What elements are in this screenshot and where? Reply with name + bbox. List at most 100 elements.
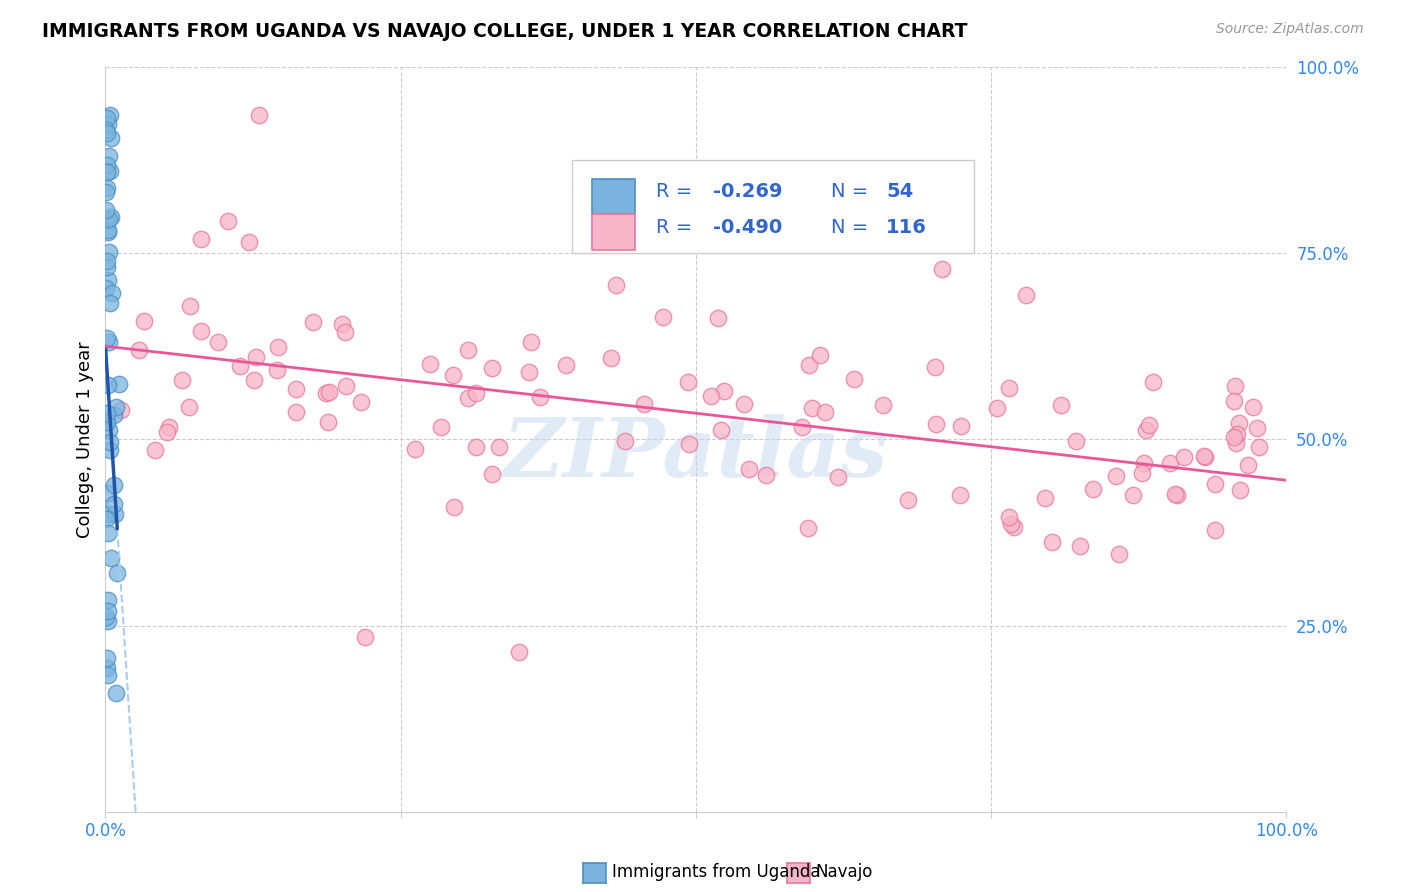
Point [443, 500, 465, 515]
Point [284, 405, 307, 419]
Point [96, 253, 118, 268]
Text: Source: ZipAtlas.com: Source: ZipAtlas.com [1216, 22, 1364, 37]
Point [1229, 483, 1251, 497]
Point [508, 644, 530, 658]
Point [94, 123, 117, 137]
Point [98, 295, 121, 310]
Point [897, 493, 920, 508]
Point [96, 260, 118, 275]
Point [998, 381, 1021, 395]
Point [1223, 378, 1246, 392]
Point [96, 158, 118, 172]
Point [96, 415, 118, 429]
Point [301, 315, 323, 329]
Point [799, 358, 821, 372]
Point [1173, 450, 1195, 464]
FancyBboxPatch shape [592, 214, 634, 250]
Point [801, 401, 824, 415]
Point [94, 281, 117, 295]
Point [1246, 421, 1268, 435]
Point [986, 401, 1008, 415]
Point [242, 373, 264, 387]
Point [738, 462, 761, 476]
Point [190, 324, 212, 338]
Point [707, 310, 730, 325]
Point [354, 630, 377, 644]
Point [465, 440, 488, 454]
Point [441, 368, 464, 382]
Point [97, 377, 120, 392]
Point [950, 418, 973, 433]
Point [1222, 430, 1244, 444]
Point [94, 512, 117, 526]
Point [1002, 520, 1025, 534]
Point [1064, 434, 1087, 448]
Point [1229, 417, 1251, 431]
Point [97, 226, 120, 240]
Point [419, 357, 441, 371]
Point [1159, 456, 1181, 470]
Point [790, 420, 813, 434]
Point [1142, 376, 1164, 390]
Point [96, 127, 118, 141]
Point [96, 212, 118, 227]
Point [1105, 469, 1128, 483]
Point [96, 186, 118, 200]
Point [1133, 456, 1156, 470]
Point [1223, 393, 1246, 408]
Point [633, 396, 655, 410]
Point [1081, 482, 1104, 496]
Point [97, 485, 120, 500]
Point [335, 378, 357, 392]
Point [529, 390, 551, 404]
Point [1225, 427, 1247, 442]
Point [103, 477, 125, 491]
Point [488, 440, 510, 454]
Point [827, 470, 849, 484]
Point [1122, 487, 1144, 501]
Point [316, 415, 339, 429]
Point [1130, 466, 1153, 480]
Text: Navajo: Navajo [815, 863, 873, 881]
Point [755, 468, 778, 483]
Point [1069, 540, 1091, 554]
Point [1049, 398, 1071, 412]
Point [1241, 400, 1264, 414]
Point [318, 384, 340, 399]
Point [678, 437, 700, 451]
Point [97, 593, 120, 607]
Text: 54: 54 [886, 182, 914, 202]
Point [1249, 440, 1271, 454]
Point [97, 273, 120, 287]
FancyBboxPatch shape [592, 178, 634, 214]
Point [808, 348, 831, 362]
Point [103, 408, 125, 422]
Text: IMMIGRANTS FROM UGANDA VS NAVAJO COLLEGE, UNDER 1 YEAR CORRELATION CHART: IMMIGRANTS FROM UGANDA VS NAVAJO COLLEGE… [42, 22, 967, 41]
Text: 116: 116 [886, 219, 927, 237]
Point [94, 414, 117, 428]
Point [998, 509, 1021, 524]
Point [96, 111, 118, 125]
Point [108, 376, 131, 391]
Point [229, 359, 252, 373]
Point [103, 497, 125, 511]
Point [519, 335, 541, 350]
Point [100, 130, 122, 145]
Point [350, 395, 373, 409]
Point [330, 317, 353, 331]
Point [713, 384, 735, 398]
Point [105, 685, 128, 699]
Point [96, 331, 118, 345]
Point [190, 232, 212, 246]
Point [315, 385, 337, 400]
Point [844, 372, 866, 386]
Point [676, 375, 699, 389]
Point [457, 391, 479, 405]
Point [1204, 523, 1226, 537]
Point [1137, 417, 1160, 432]
Point [1033, 491, 1056, 505]
Point [97, 507, 120, 521]
Point [96, 610, 118, 624]
Point [554, 359, 576, 373]
Point [247, 108, 270, 122]
